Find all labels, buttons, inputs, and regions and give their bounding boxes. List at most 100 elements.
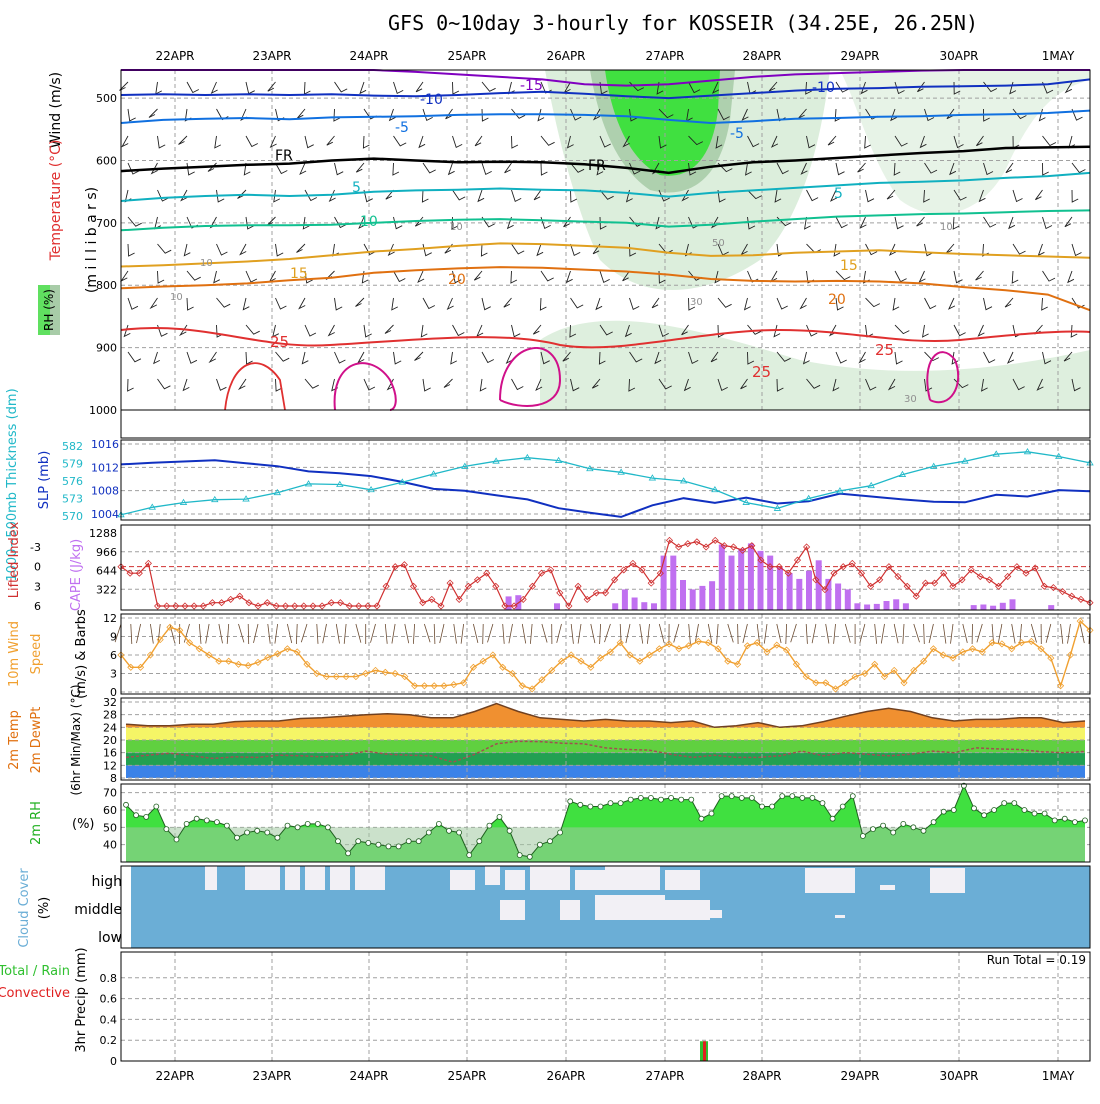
cape-bar <box>690 589 696 610</box>
wind-barb-10m <box>488 624 493 642</box>
wind-barb-10m <box>268 624 270 644</box>
date-label-bottom: 26APR <box>546 1069 585 1083</box>
rh-marker <box>800 795 805 800</box>
cloud-clear-middle <box>710 910 722 918</box>
rh-marker <box>487 823 492 828</box>
rh-marker <box>618 801 623 806</box>
wind-barb-10m <box>894 624 898 643</box>
thickness-tick: 573 <box>62 493 83 506</box>
wind-barb-10m <box>206 624 209 643</box>
rh-marker <box>689 797 694 802</box>
cape-bar <box>680 580 686 610</box>
rh-marker <box>558 830 563 835</box>
date-label-top: 24APR <box>349 49 388 63</box>
cloud-clear-high <box>805 868 855 893</box>
wind-barb-10m <box>738 624 739 644</box>
date-label-top: 30APR <box>939 49 978 63</box>
cape-bar <box>835 584 841 611</box>
date-label-top: 26APR <box>546 49 585 63</box>
rh-contour-label: 50 <box>712 238 725 249</box>
rh-marker <box>1012 801 1017 806</box>
wind-barb-10m <box>1068 624 1071 644</box>
isotherm-label: 5 <box>834 186 843 202</box>
cloud-clear-high <box>205 865 217 890</box>
wind-barb-10m <box>881 624 884 644</box>
rh-marker <box>144 814 149 819</box>
rh-marker <box>457 830 462 835</box>
rh-marker <box>578 802 583 807</box>
wind-barb-10m <box>530 624 532 644</box>
wind-barb-10m <box>914 624 920 642</box>
cape-bar <box>1000 603 1006 610</box>
cape-bar <box>806 571 812 610</box>
cloud-clear-middle <box>835 915 845 918</box>
y-tick-label: 3 <box>110 668 117 681</box>
rh-label: RH (%) <box>42 289 56 331</box>
cape-bar <box>893 599 899 610</box>
rh-marker <box>780 794 785 799</box>
wind-barb-10m <box>371 624 376 643</box>
cloud-clear-middle <box>595 895 665 920</box>
date-label-bottom: 25APR <box>447 1069 486 1083</box>
rh-marker <box>204 818 209 823</box>
y-tick-label: 500 <box>96 92 117 105</box>
rh-marker <box>255 828 260 833</box>
cape-bar <box>777 567 783 610</box>
cape-bar <box>612 603 618 610</box>
temp2m-label: 2m Temp <box>7 710 22 770</box>
precip-convective-label: Convective <box>0 986 70 1001</box>
precip-total-label: Total / Rain <box>0 964 70 979</box>
rh-marker <box>426 830 431 835</box>
isotherm-label: FR <box>275 148 293 164</box>
cape-bar <box>864 605 870 611</box>
thickness-tick: 579 <box>62 458 83 471</box>
wind-barb-10m <box>578 624 581 644</box>
cape-bar <box>796 579 802 610</box>
lifted-index-label: Lifted Index <box>7 521 22 598</box>
wind-barb-10m <box>929 624 933 643</box>
date-label-top: 28APR <box>742 49 781 63</box>
lifted-tick: 0 <box>34 561 41 574</box>
wind-barb-10m <box>1012 624 1015 643</box>
rh-marker <box>336 839 341 844</box>
cape-bar <box>670 556 676 610</box>
wind-barb-10m <box>509 624 513 643</box>
rh-marker <box>174 837 179 842</box>
cloud-unit-label: (%) <box>37 897 52 920</box>
cape-bar <box>787 573 793 610</box>
slp-tick: 1012 <box>91 461 119 474</box>
minmax-label: (6hr Min/Max) (°C) <box>69 684 83 795</box>
rh-marker <box>124 802 129 807</box>
rh-marker <box>588 804 593 809</box>
date-label-bottom: 27APR <box>645 1069 684 1083</box>
rh-marker <box>416 839 421 844</box>
rh-marker <box>396 844 401 849</box>
wind-barb-10m <box>674 624 679 643</box>
y-tick-label: 12 <box>103 759 117 772</box>
wind-barb-10m <box>131 624 132 644</box>
lifted-tick: 3 <box>34 580 41 593</box>
slp-tick: 1016 <box>91 438 119 451</box>
wind-barb-10m <box>743 624 748 643</box>
slp-line <box>121 460 1090 517</box>
cape-bar <box>719 545 725 611</box>
rh-marker <box>548 839 553 844</box>
cape-bar <box>661 556 667 610</box>
date-label-top: 1MAY <box>1042 49 1075 63</box>
rh-marker <box>850 794 855 799</box>
isotherm-label: 15 <box>290 266 308 282</box>
wind-barb-10m <box>834 624 836 644</box>
precip-unit-label: 3hr Precip (mm) <box>74 947 89 1052</box>
cloud-clear-high <box>505 870 525 890</box>
wind-barb-10m <box>924 624 925 644</box>
wind-barb-10m <box>806 624 807 644</box>
wind-barb-10m <box>812 624 816 643</box>
wind-barb-10m <box>951 624 954 644</box>
cape-tick: 1288 <box>89 527 117 540</box>
y-tick-label: 0.6 <box>100 993 118 1006</box>
cape-bar <box>971 605 977 610</box>
rh-marker <box>467 853 472 858</box>
cloud-cover-label: Cloud Cover <box>17 868 32 948</box>
rh-marker <box>507 828 512 833</box>
